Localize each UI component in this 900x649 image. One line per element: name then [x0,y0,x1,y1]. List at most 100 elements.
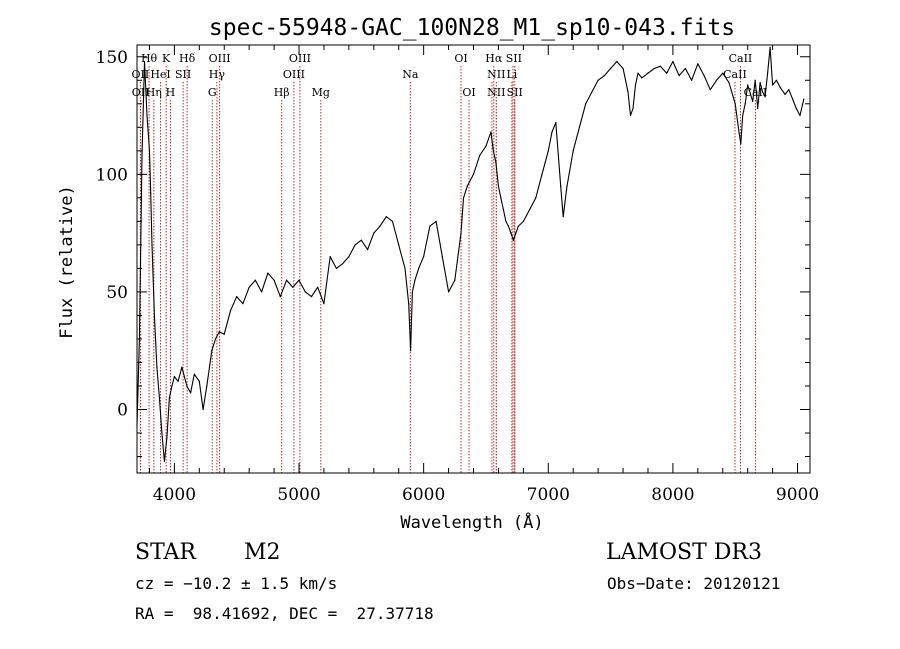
line-marker-label-21: G [208,86,217,99]
spectrum-point [722,72,724,74]
spectrum-point [447,291,450,293]
spectrum-point [641,77,643,79]
spectrum-point [740,143,742,145]
line-marker-label-2: Hδ [179,52,196,65]
spectrum-point [143,60,146,63]
spectrum-point [738,131,740,133]
line-marker-label-14: Na [402,68,419,81]
spectrum-point [616,60,618,63]
spectrum-point [629,114,632,117]
y-tick-label: 100 [96,165,128,185]
plot-frame [136,44,811,474]
spectrum-point [497,185,500,187]
survey-name: LAMOST DR3 [606,540,762,565]
line-marker-label-3: OIII [209,52,231,65]
spectrum-point [757,107,759,110]
x-tick-label: 8000 [651,485,694,505]
line-marker-label-8: CaII [729,52,753,65]
spectrum-point [385,216,387,218]
spectrum-point [273,279,275,281]
spectrum-point [764,96,766,98]
observation-date: Obs−Date: 20120121 [607,574,781,593]
spectrum-point [659,65,662,67]
line-marker-label-0: Hθ [141,52,158,65]
spectrum-point [329,256,331,258]
spectrum-point [697,63,699,65]
spectrum-point [799,114,801,117]
spectrum-point [310,296,313,298]
spectrum-point [171,385,173,387]
spectrum-point [495,161,497,164]
spectrum-point [791,98,794,100]
line-marker-label-11: SII [175,68,191,81]
spectrum-point [762,91,764,93]
spectrum-point [560,185,562,187]
line-marker-label-16: Li [506,68,517,81]
spectrum-point [653,67,655,70]
spectrum-point [285,279,288,281]
spectrum-point [772,84,774,86]
line-marker-label-12: Hγ [209,68,226,81]
spectrum-point [423,256,425,258]
line-marker-label-19: Hη [146,86,162,99]
spectrum-point [163,460,166,462]
spectrum-point [522,220,524,222]
spectrum-point [342,263,344,265]
spectrum-point [168,397,171,399]
spectrum-point [409,350,412,352]
spectrum-point [173,375,175,378]
spectrum-point [323,303,325,305]
spectrum-point [572,150,574,152]
spectrum-point [148,150,151,152]
spectrum-point [555,122,557,124]
line-marker-label-26: SII [507,86,523,99]
spectrum-point [767,72,769,74]
spectrum-point [603,74,605,77]
line-marker-label-13: OIII [283,68,305,81]
spectrum-point [279,296,281,298]
chart-title: spec-55948-GAC_100N28_M1_sp10-043.fits [209,15,735,41]
spectrum-point [150,192,152,194]
object-subclass: M2 [244,540,281,565]
spectrum-point [505,220,507,222]
spectrum-point [193,373,195,375]
line-marker-label-1: K [162,52,171,65]
spectrum-point [408,303,410,305]
spectrum-point [466,185,468,187]
spectrum-point [229,310,232,312]
spectrum-point [186,385,188,387]
spectrum-point [166,437,168,439]
spectrum-point [728,82,730,84]
spectrum-point [784,93,786,95]
line-marker-label-6: Hα [485,52,503,65]
y-tick-label: 50 [106,283,128,303]
spectrum-point [146,114,148,117]
spectrum-point [153,314,156,317]
x-tick-label: 7000 [527,485,570,505]
spectrum-point [304,291,306,293]
spectrum-point [177,380,179,382]
x-tick-label: 4000 [153,485,196,505]
redshift-velocity: cz = −10.2 ± 1.5 km/s [135,574,338,593]
x-axis-label: Wavelength (Å) [400,511,543,533]
spectrum-point [348,256,350,258]
spectrum-point [485,145,487,147]
spectrum-point [156,366,158,368]
spectrum-point [429,225,431,227]
x-tick-label: 5000 [277,485,320,505]
spectrum-point [479,154,481,157]
line-marker-label-5: OI [454,52,467,65]
spectrum-point [242,303,244,305]
spectrum-point [691,79,693,81]
spectrum-point [744,103,746,105]
spectrum-point [236,296,238,298]
spectrum-point [202,408,204,411]
spectrum-point [218,331,220,333]
x-tick-label: 9000 [776,485,819,505]
spectrum-point [158,397,161,399]
spectrum-point [502,209,505,211]
spectrum-point [647,72,649,74]
spectrum-point [747,84,749,86]
